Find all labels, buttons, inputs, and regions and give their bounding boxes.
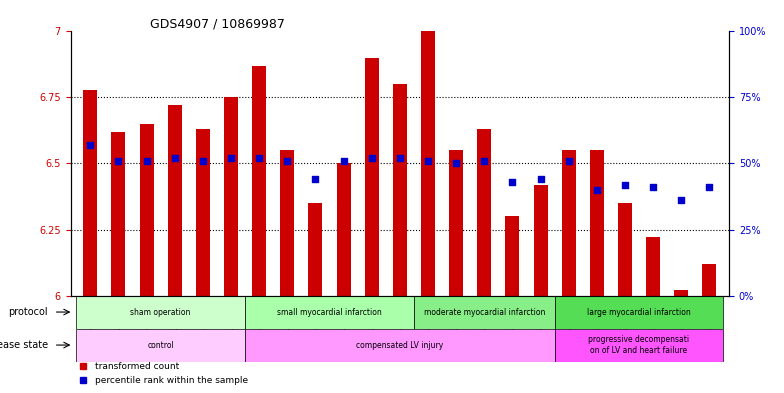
Point — [422, 158, 434, 164]
Bar — [561, 150, 575, 296]
Bar — [76, 296, 245, 329]
Point — [506, 179, 519, 185]
Point — [590, 187, 603, 193]
Bar — [590, 150, 604, 296]
Text: sham operation: sham operation — [130, 308, 191, 316]
Point — [647, 184, 659, 190]
Legend: transformed count, percentile rank within the sample: transformed count, percentile rank withi… — [75, 359, 252, 389]
Point — [309, 176, 321, 182]
Bar — [506, 216, 520, 296]
Bar — [111, 132, 125, 296]
Point — [394, 155, 406, 162]
Point — [112, 158, 125, 164]
Bar — [477, 129, 492, 296]
Bar — [196, 129, 210, 296]
Point — [478, 158, 491, 164]
Point — [365, 155, 378, 162]
Text: compensated LV injury: compensated LV injury — [356, 341, 444, 349]
Bar — [308, 203, 322, 296]
Bar — [534, 185, 547, 296]
Bar — [554, 329, 724, 362]
Bar — [140, 124, 154, 296]
Bar — [245, 296, 414, 329]
Bar — [245, 329, 554, 362]
Point — [534, 176, 546, 182]
Bar — [414, 296, 554, 329]
Bar — [618, 203, 632, 296]
Point — [197, 158, 209, 164]
Text: disease state: disease state — [0, 340, 48, 350]
Text: protocol: protocol — [9, 307, 48, 317]
Text: progressive decompensati
on of LV and heart failure: progressive decompensati on of LV and he… — [589, 335, 690, 355]
Bar — [168, 105, 182, 296]
Point — [619, 182, 631, 188]
Bar — [280, 150, 294, 296]
Bar — [554, 296, 724, 329]
Bar — [393, 84, 407, 296]
Text: control: control — [147, 341, 174, 349]
Bar — [224, 97, 238, 296]
Bar — [252, 66, 266, 296]
Text: GDS4907 / 10869987: GDS4907 / 10869987 — [150, 17, 285, 30]
Bar — [646, 237, 660, 296]
Point — [703, 184, 716, 190]
Text: small myocardial infarction: small myocardial infarction — [277, 308, 382, 316]
Text: moderate myocardial infarction: moderate myocardial infarction — [423, 308, 545, 316]
Point — [169, 155, 181, 162]
Point — [84, 142, 96, 148]
Point — [562, 158, 575, 164]
Bar — [365, 58, 379, 296]
Bar — [336, 163, 350, 296]
Point — [337, 158, 350, 164]
Text: large myocardial infarction: large myocardial infarction — [587, 308, 691, 316]
Bar — [449, 150, 463, 296]
Bar — [83, 90, 97, 296]
Point — [253, 155, 266, 162]
Bar — [674, 290, 688, 296]
Bar — [421, 31, 435, 296]
Point — [450, 160, 463, 167]
Bar — [702, 264, 717, 296]
Point — [140, 158, 153, 164]
Point — [281, 158, 293, 164]
Bar — [76, 329, 245, 362]
Point — [225, 155, 238, 162]
Point — [675, 197, 688, 204]
